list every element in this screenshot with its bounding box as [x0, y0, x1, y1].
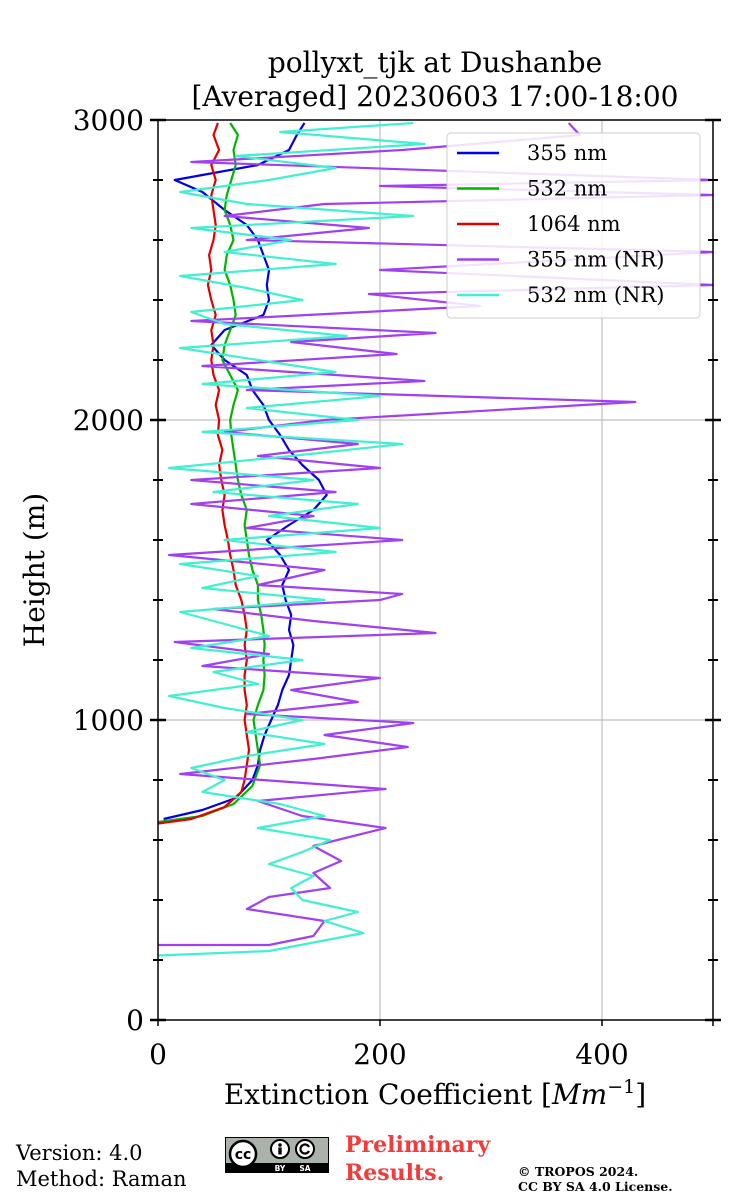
copyright-notice: © TROPOS 2024. CC BY SA 4.0 License. — [518, 1164, 673, 1194]
legend: 355 nm 532 nm 1064 nm 355 nm (NR) 532 nm (NR… — [446, 132, 701, 319]
preliminary-line-1: Preliminary — [345, 1132, 491, 1158]
method-text: Method: Raman — [16, 1167, 187, 1191]
chart-subtitle: [Averaged] 20230603 17:00-18:00 — [192, 80, 679, 113]
axis-ticks: 0 200 400 0 1000 2000 3000 — [73, 104, 721, 1071]
cc-by-text: BY — [275, 1164, 286, 1173]
preliminary-notice: Preliminary Results. — [345, 1131, 490, 1187]
cc-sa-text: SA — [299, 1164, 310, 1173]
legend-label-0: 355 nm — [527, 141, 607, 165]
copyright-line-2: CC BY SA 4.0 License. — [518, 1179, 673, 1194]
y-tick-label: 1000 — [73, 704, 144, 737]
x-axis-label: Extinction Coefficient [Mm−1] — [224, 1076, 646, 1111]
legend-label-2: 1064 nm — [527, 212, 621, 236]
x-tick-label: 400 — [575, 1038, 628, 1071]
preliminary-line-2: Results. — [345, 1160, 445, 1186]
y-tick-label: 2000 — [73, 404, 144, 437]
plot-frame — [157, 119, 714, 1021]
series-line-4 — [158, 121, 426, 957]
legend-label-3: 355 nm (NR) — [527, 248, 664, 272]
cc-logo-text: cc — [235, 1147, 252, 1163]
y-tick-label: 0 — [126, 1004, 144, 1037]
copyright-line-1: © TROPOS 2024. — [518, 1164, 639, 1179]
y-tick-label: 3000 — [73, 104, 144, 137]
series-line-2 — [158, 122, 251, 825]
y-axis-label: Height (m) — [18, 493, 51, 647]
x-tick-label: 200 — [353, 1038, 406, 1071]
legend-box — [446, 132, 701, 319]
version-text: Version: 4.0 — [16, 1141, 143, 1165]
x-tick-label: 0 — [149, 1038, 167, 1071]
legend-label-1: 532 nm — [527, 177, 607, 201]
series-line-1 — [158, 122, 266, 824]
version-method-info: Version: 4.0 Method: Raman — [16, 1140, 187, 1192]
legend-label-4: 532 nm (NR) — [527, 283, 664, 307]
cc-by-sa-icon: cc BY SA — [225, 1137, 329, 1173]
chart-title: pollyxt_tjk at Dushanbe — [268, 46, 602, 79]
